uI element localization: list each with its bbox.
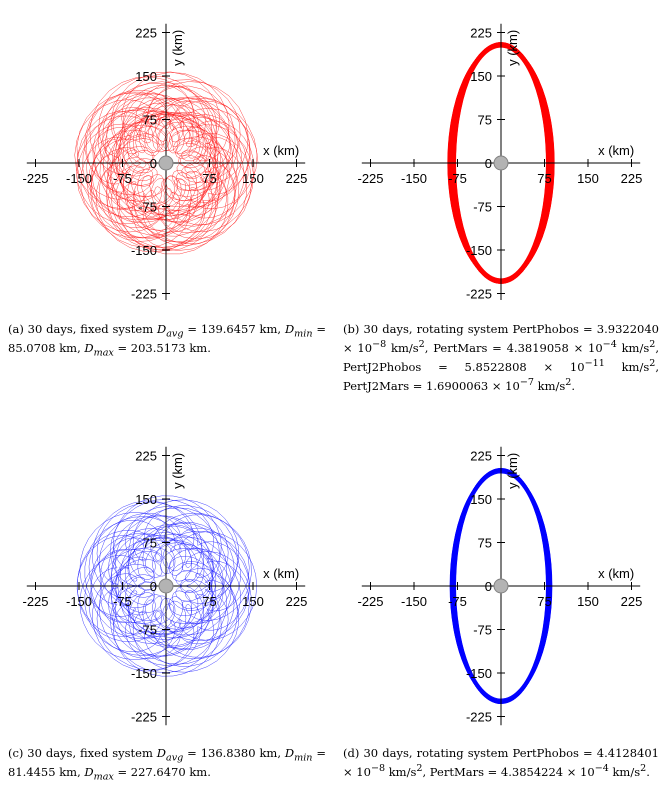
caption-c: (c) 30 days, fixed system Davg = 136.838… xyxy=(8,746,326,783)
y-tick-label: 75 xyxy=(143,536,157,551)
x-tick-label: 150 xyxy=(577,594,599,609)
x-axis-label: x (km) xyxy=(263,566,299,581)
y-tick-label: -225 xyxy=(466,287,492,301)
x-tick-label: 75 xyxy=(537,171,551,186)
x-tick-label: 225 xyxy=(286,171,308,186)
y-tick-label: -150 xyxy=(466,243,492,258)
y-tick-label: 150 xyxy=(470,492,492,507)
x-tick-label: -150 xyxy=(66,594,92,609)
y-tick-label: -75 xyxy=(473,623,492,638)
y-tick-label: 150 xyxy=(135,492,157,507)
chart-a: -225 -150 -75 75 150 225 225 150 75 0 -75 -150 -225 x… xyxy=(22,23,308,301)
panel-a: -225 -150 -75 75 150 225 225 150 75 0 -75 -150 -225 x… xyxy=(0,0,335,300)
y-axis-label: y (km) xyxy=(505,453,520,489)
caption-d: (d) 30 days, rotating system PertPhobos … xyxy=(343,746,659,779)
y-tick-label: -75 xyxy=(473,200,492,215)
x-tick-label: -150 xyxy=(401,171,427,186)
y-tick-label: 75 xyxy=(143,113,157,128)
x-tick-label: 75 xyxy=(537,594,551,609)
y-tick-label: 150 xyxy=(135,69,157,84)
y-tick-label: 75 xyxy=(478,536,492,551)
y-axis-label: y (km) xyxy=(170,453,185,489)
y-tick-label: 75 xyxy=(478,113,492,128)
y-tick-label: -150 xyxy=(466,666,492,681)
x-tick-label: 150 xyxy=(242,594,264,609)
chart-d: -225 -150 -75 75 150 225 225 150 75 0 -75 -150 -225 x… xyxy=(357,446,643,726)
y-tick-label: 0 xyxy=(150,579,157,594)
chart-c: -225 -150 -75 75 150 225 225 150 75 0 -75 -150 -225 x… xyxy=(22,446,308,726)
x-tick-label: 150 xyxy=(577,171,599,186)
y-tick-label: -225 xyxy=(131,710,157,725)
y-tick-label: 225 xyxy=(135,449,157,464)
y-tick-label: -150 xyxy=(131,666,157,681)
y-tick-label: -75 xyxy=(138,623,157,638)
x-tick-label: 150 xyxy=(242,171,264,186)
panel-d: -225 -150 -75 75 150 225 225 150 75 0 -75 -150 -225 x… xyxy=(335,425,665,730)
x-tick-label: -225 xyxy=(22,594,48,609)
x-tick-label: -75 xyxy=(448,171,467,186)
x-tick-label: 75 xyxy=(202,594,216,609)
x-axis-label: x (km) xyxy=(598,143,634,158)
y-tick-label: -75 xyxy=(138,200,157,215)
y-tick-label: 0 xyxy=(485,156,492,171)
chart-b: -225 -150 -75 75 150 225 225 150 75 0 -75 -150 -225 x… xyxy=(357,23,643,301)
y-tick-label: 225 xyxy=(135,26,157,41)
x-tick-label: 75 xyxy=(202,171,216,186)
x-tick-label: 225 xyxy=(286,594,308,609)
x-tick-label: -75 xyxy=(113,594,132,609)
y-tick-label: -225 xyxy=(466,710,492,725)
center-body-marker xyxy=(493,155,509,171)
caption-b: (b) 30 days, rotating system PertPhobos … xyxy=(343,322,660,393)
y-axis-label: y (km) xyxy=(170,30,185,66)
x-tick-label: -150 xyxy=(401,594,427,609)
x-tick-label: -225 xyxy=(357,594,383,609)
x-axis-label: x (km) xyxy=(598,566,634,581)
y-tick-label: -150 xyxy=(131,243,157,258)
y-tick-label: -225 xyxy=(131,287,157,301)
y-tick-label: 0 xyxy=(150,156,157,171)
panel-c: -225 -150 -75 75 150 225 225 150 75 0 -75 -150 -225 x… xyxy=(0,425,335,730)
x-tick-label: 225 xyxy=(621,594,643,609)
y-tick-label: 225 xyxy=(470,26,492,41)
center-body-marker xyxy=(158,578,174,594)
y-axis-label: y (km) xyxy=(505,30,520,66)
x-tick-label: -225 xyxy=(357,171,383,186)
x-tick-label: -75 xyxy=(448,594,467,609)
caption-a: (a) 30 days, fixed system Davg = 139.645… xyxy=(8,322,326,359)
x-tick-label: -75 xyxy=(113,171,132,186)
x-tick-label: -150 xyxy=(66,171,92,186)
y-tick-label: 225 xyxy=(470,449,492,464)
y-tick-label: 150 xyxy=(470,69,492,84)
panel-b: -225 -150 -75 75 150 225 225 150 75 0 -75 -150 -225 x… xyxy=(335,0,665,300)
x-tick-label: 225 xyxy=(621,171,643,186)
center-body-marker xyxy=(493,578,509,594)
y-tick-label: 0 xyxy=(485,579,492,594)
x-axis-label: x (km) xyxy=(263,143,299,158)
center-body-marker xyxy=(158,155,174,171)
x-tick-label: -225 xyxy=(22,171,48,186)
